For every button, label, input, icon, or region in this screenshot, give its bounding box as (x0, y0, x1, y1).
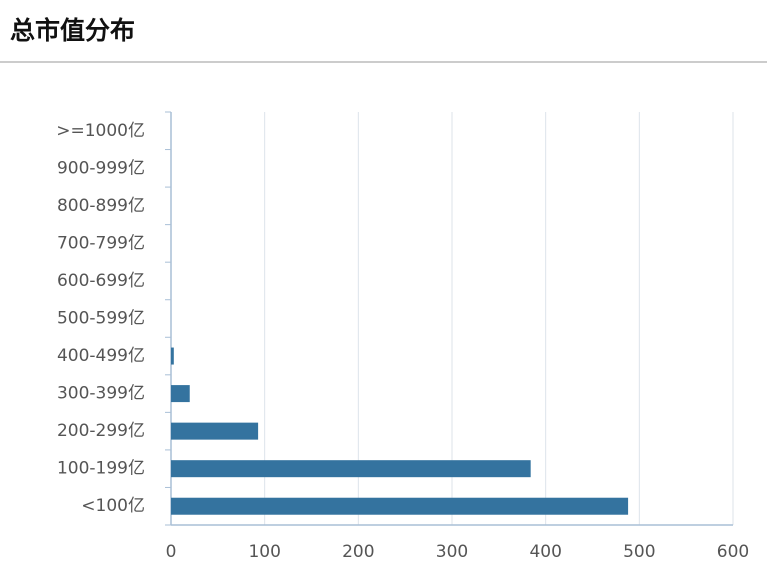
bar (171, 422, 259, 440)
x-tick-label: 600 (717, 542, 749, 562)
bar (171, 385, 190, 403)
x-tick-label: 200 (342, 542, 374, 562)
x-tick-label: 400 (529, 542, 561, 562)
y-tick-label: >=1000亿 (56, 121, 145, 141)
bar (171, 497, 629, 515)
y-tick-label: 900-999亿 (57, 158, 145, 178)
y-tick-label: 600-699亿 (57, 271, 145, 291)
chart-title: 总市值分布 (10, 16, 135, 45)
y-tick-label: 700-799亿 (57, 233, 145, 253)
bar (171, 347, 174, 365)
bar (171, 460, 531, 478)
y-tick-label: 400-499亿 (57, 346, 145, 366)
y-tick-label: 800-899亿 (57, 196, 145, 216)
y-tick-label: 200-299亿 (57, 421, 145, 441)
y-tick-label: 300-399亿 (57, 384, 145, 404)
x-tick-label: 300 (436, 542, 468, 562)
y-tick-label: 500-599亿 (57, 309, 145, 329)
x-tick-label: 500 (623, 542, 655, 562)
x-tick-label: 0 (166, 542, 177, 562)
y-tick-label: 100-199亿 (57, 459, 145, 479)
x-tick-label: 100 (248, 542, 280, 562)
y-tick-label: <100亿 (81, 496, 145, 516)
